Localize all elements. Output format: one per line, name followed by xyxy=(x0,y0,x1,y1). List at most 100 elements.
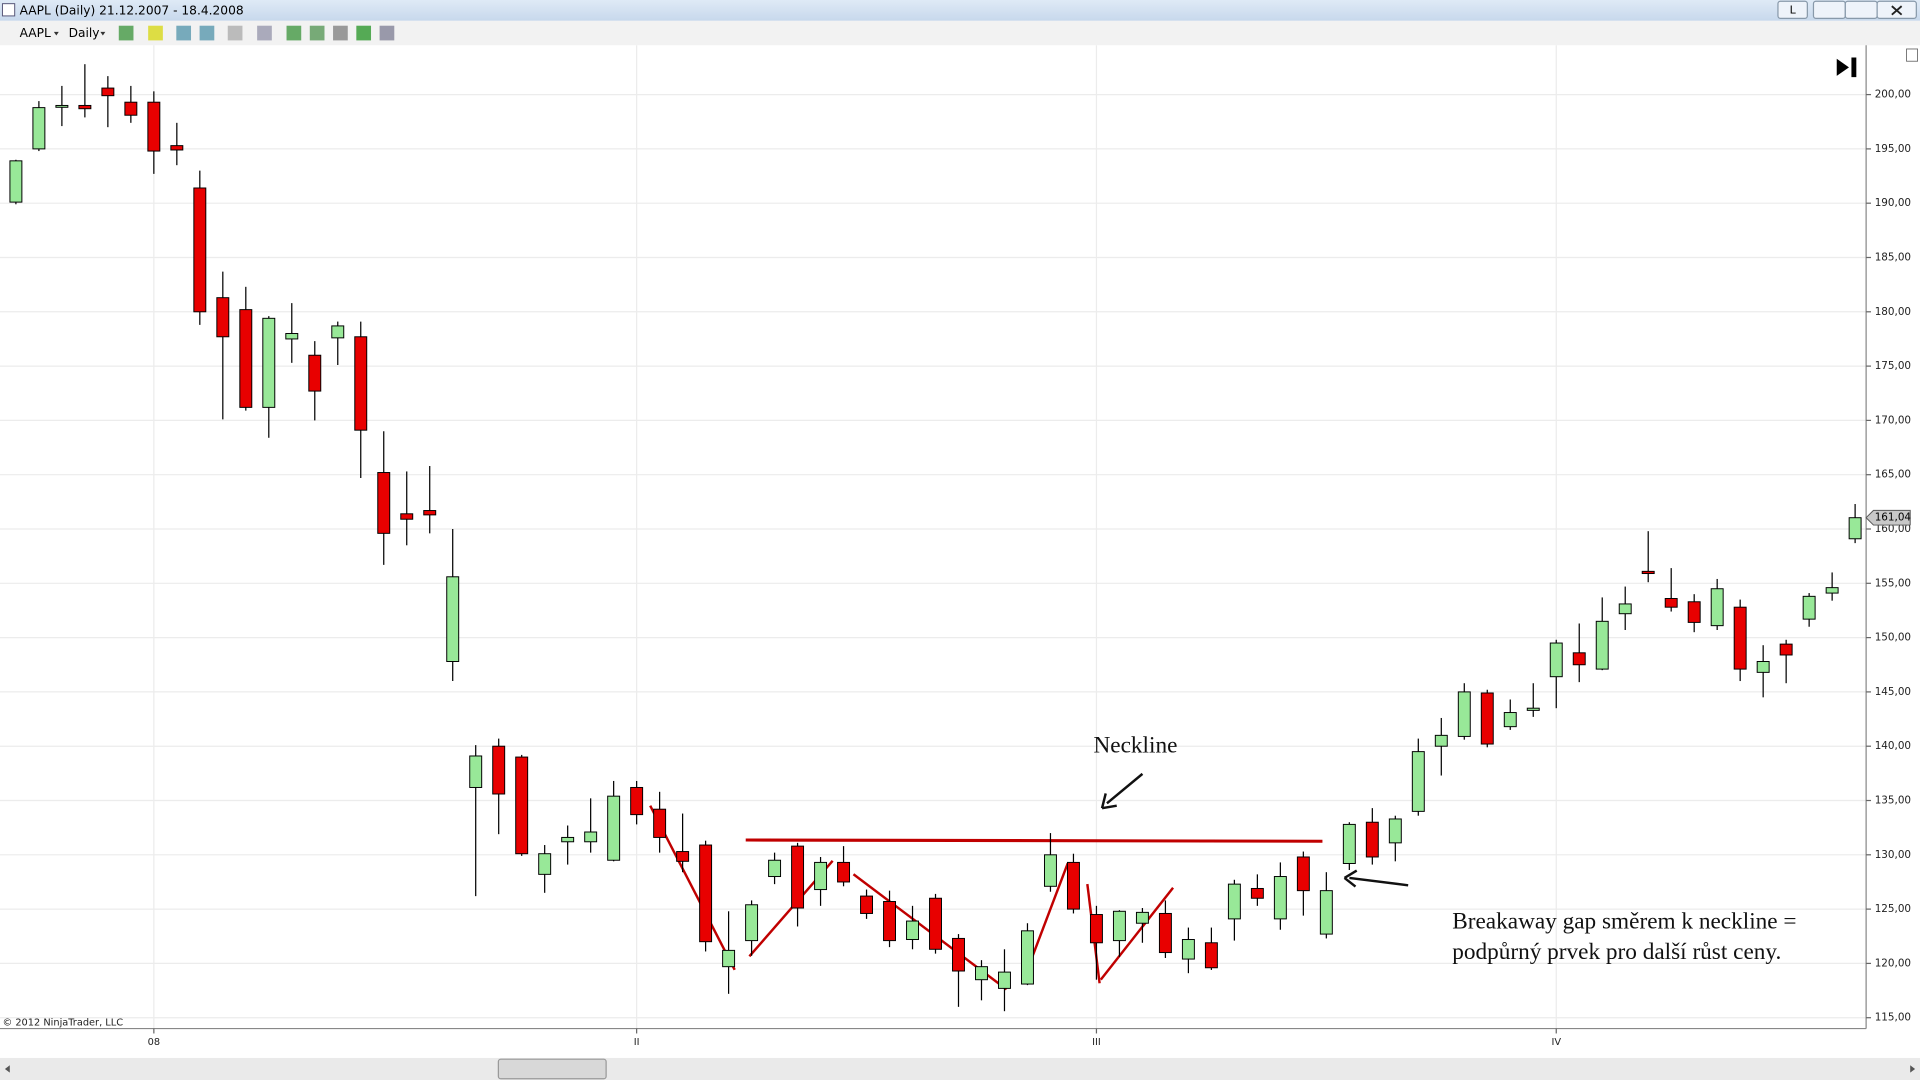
candle-body xyxy=(1112,910,1126,942)
candle-body xyxy=(1779,643,1793,656)
candle-body xyxy=(653,808,667,838)
y-tick-label: 190,00 xyxy=(1875,197,1911,209)
x-tick-label: 08 xyxy=(148,1037,160,1048)
candle-body xyxy=(1181,939,1195,960)
candle-body xyxy=(446,576,460,662)
candle-body xyxy=(32,107,46,150)
candle-body xyxy=(745,904,759,942)
y-tick-label: 115,00 xyxy=(1875,1012,1911,1024)
maximize-button[interactable] xyxy=(1844,0,1878,19)
candle-body xyxy=(1089,914,1103,944)
last-price-label: 161,04 xyxy=(1875,512,1912,524)
candle-body xyxy=(262,317,276,408)
title-bar xyxy=(0,0,1920,21)
tool-icon[interactable] xyxy=(176,25,192,41)
x-tick-label: III xyxy=(1092,1037,1101,1048)
neckline xyxy=(745,838,1323,843)
candle-body xyxy=(216,297,230,338)
candle-body xyxy=(1411,751,1425,812)
candle-body xyxy=(906,920,919,941)
candle-body xyxy=(1227,883,1241,920)
y-tick-label: 140,00 xyxy=(1875,740,1911,752)
candle-body xyxy=(883,901,896,942)
candle-body xyxy=(837,861,851,883)
window-button[interactable] xyxy=(1777,0,1808,19)
candle-body xyxy=(1480,692,1494,745)
candle-body xyxy=(1710,588,1724,627)
tool-icon[interactable] xyxy=(257,25,272,41)
y-tick-label: 135,00 xyxy=(1875,795,1911,807)
candle-body xyxy=(1043,854,1057,887)
candle-body xyxy=(1296,856,1310,892)
candle-body xyxy=(1641,570,1655,575)
dropdown-arrow xyxy=(100,31,106,36)
candle-body xyxy=(1066,861,1080,910)
candle-body xyxy=(814,861,828,891)
period-selector[interactable]: Daily xyxy=(69,26,100,40)
candle-body xyxy=(354,336,368,431)
candle-body xyxy=(699,844,713,943)
y-tick-label: 150,00 xyxy=(1875,632,1911,644)
candle-body xyxy=(492,745,506,795)
tool-icon[interactable] xyxy=(286,25,302,41)
tool-icon[interactable] xyxy=(379,25,395,41)
candle-body xyxy=(170,145,184,151)
panel-button[interactable] xyxy=(1906,48,1918,62)
candle-body xyxy=(1457,691,1471,737)
candle-body xyxy=(147,101,161,152)
candle-body xyxy=(101,87,115,97)
candle-body xyxy=(1733,606,1747,670)
tool-icon[interactable] xyxy=(356,25,372,41)
candle-body xyxy=(1848,517,1862,540)
candle-body xyxy=(561,836,575,843)
candle-body xyxy=(607,795,621,861)
tool-icon[interactable] xyxy=(199,25,215,41)
candle-body xyxy=(1273,876,1287,920)
scrollbar-thumb[interactable] xyxy=(497,1058,607,1080)
tool-icon[interactable] xyxy=(309,25,325,41)
x-tick-label: IV xyxy=(1551,1037,1561,1048)
candle-body xyxy=(55,104,69,108)
candle-body xyxy=(239,309,253,408)
y-tick-label: 185,00 xyxy=(1875,251,1911,263)
candle-body xyxy=(768,859,782,878)
arrow xyxy=(1343,869,1409,888)
tool-icon[interactable] xyxy=(227,25,243,41)
arrow xyxy=(1100,772,1144,810)
app-icon xyxy=(1,3,16,17)
window-button-label: L xyxy=(1790,3,1797,16)
candle-body xyxy=(1572,652,1586,666)
candle-body xyxy=(1365,821,1379,858)
candle-body xyxy=(584,831,598,843)
trend-line xyxy=(1099,886,1175,981)
candle-body xyxy=(1204,942,1218,969)
minimize-button[interactable] xyxy=(1812,0,1846,19)
candle-body xyxy=(1802,595,1816,620)
candle-body xyxy=(975,966,988,981)
candles xyxy=(9,64,1862,1012)
candle-body xyxy=(377,472,391,534)
candle-body xyxy=(331,325,345,339)
candle-body xyxy=(1549,642,1563,678)
candle-body xyxy=(722,949,736,968)
y-tick-label: 175,00 xyxy=(1875,360,1911,372)
candle-body xyxy=(1319,890,1333,935)
toolbar-icons xyxy=(118,25,395,41)
close-icon xyxy=(1891,5,1903,16)
tool-icon[interactable] xyxy=(333,25,348,41)
tool-icon[interactable] xyxy=(118,25,134,41)
scrollbar[interactable] xyxy=(0,1057,1920,1080)
y-tick-label: 160,00 xyxy=(1875,523,1911,535)
candle-body xyxy=(1342,823,1356,864)
candle-body xyxy=(1021,930,1034,985)
note-text: podpůrný prvek pro další růst ceny. xyxy=(1452,939,1781,965)
scroll-to-end[interactable] xyxy=(1836,57,1857,78)
candle-body xyxy=(400,513,414,520)
tool-icon[interactable] xyxy=(148,25,163,41)
x-tick-label: II xyxy=(634,1037,640,1048)
candle-body xyxy=(952,937,965,972)
candle-body xyxy=(308,354,322,392)
instrument-selector[interactable]: AAPL xyxy=(20,26,51,40)
